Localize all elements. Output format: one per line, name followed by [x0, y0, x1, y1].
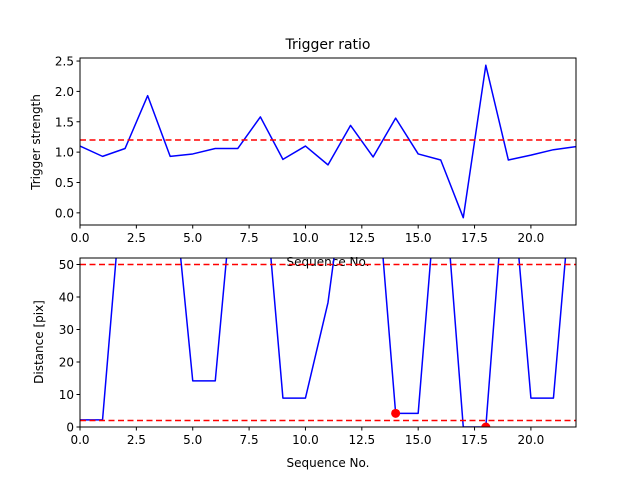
chart-title: Trigger ratio [284, 37, 370, 53]
x-tick-label: 2.5 [127, 231, 146, 245]
x-tick-label: 0.0 [70, 433, 89, 447]
x-tick-label: 5.0 [183, 231, 202, 245]
plot-frame [79, 57, 577, 226]
x-tick-label: 0.0 [70, 231, 89, 245]
x-tick-label: 10.0 [292, 433, 319, 447]
x-tick-label: 7.5 [240, 433, 259, 447]
y-tick-label: 0.5 [55, 176, 74, 190]
y-tick-label: 0.0 [55, 206, 74, 220]
y-tick-label: 50 [59, 258, 74, 272]
x-tick-label: 12.5 [348, 231, 375, 245]
x-tick-label: 10.0 [292, 231, 319, 245]
y-tick-label: 30 [59, 323, 74, 337]
y-tick-label: 40 [59, 291, 74, 305]
highlight-point [481, 422, 491, 427]
x-tick-label: 12.5 [348, 433, 375, 447]
x-axis-label: Sequence No. [287, 456, 370, 470]
x-tick-label: 15.0 [405, 433, 432, 447]
y-tick-label: 10 [59, 388, 74, 402]
x-tick-label: 15.0 [405, 231, 432, 245]
x-tick-label: 2.5 [127, 433, 146, 447]
chart-distance: 0.0 2.5 5.0 7.5 10.0 12.5 15.0 17.5 20.0 0 10 20 30 4… [32, 257, 577, 470]
highlight-point [391, 408, 401, 418]
plot-area: 0.0 2.5 5.0 7.5 10.0 12.5 15.0 17.5 20.0 0 10 20 30 4… [59, 257, 577, 447]
x-tick-label: 20.0 [518, 231, 545, 245]
x-tick-label: 17.5 [461, 433, 488, 447]
x-tick-label: 7.5 [240, 231, 259, 245]
y-tick-label: 2.0 [55, 85, 74, 99]
x-axis-label: Sequence No. [287, 255, 370, 269]
y-axis-label: Trigger strength [29, 94, 43, 191]
series-line [80, 258, 567, 427]
x-tick-label: 5.0 [183, 433, 202, 447]
x-tick-label: 17.5 [461, 231, 488, 245]
y-tick-label: 1.0 [55, 146, 74, 160]
series-line [80, 64, 576, 219]
plot-frame [79, 257, 577, 428]
y-tick-label: 20 [59, 356, 74, 370]
plot-area: 0.0 2.5 5.0 7.5 10.0 12.5 15.0 17.5 20.0 0.0 0.5 1.… [55, 55, 577, 245]
y-tick-label: 1.5 [55, 115, 74, 129]
y-tick-label: 2.5 [55, 55, 74, 69]
y-axis-label: Distance [pix] [32, 300, 46, 384]
x-tick-label: 20.0 [518, 433, 545, 447]
y-tick-label: 0 [66, 421, 74, 435]
chart-trigger-ratio: Trigger ratio 0.0 2.5 5.0 7.5 10.0 12.5 15.0 17… [29, 37, 577, 269]
